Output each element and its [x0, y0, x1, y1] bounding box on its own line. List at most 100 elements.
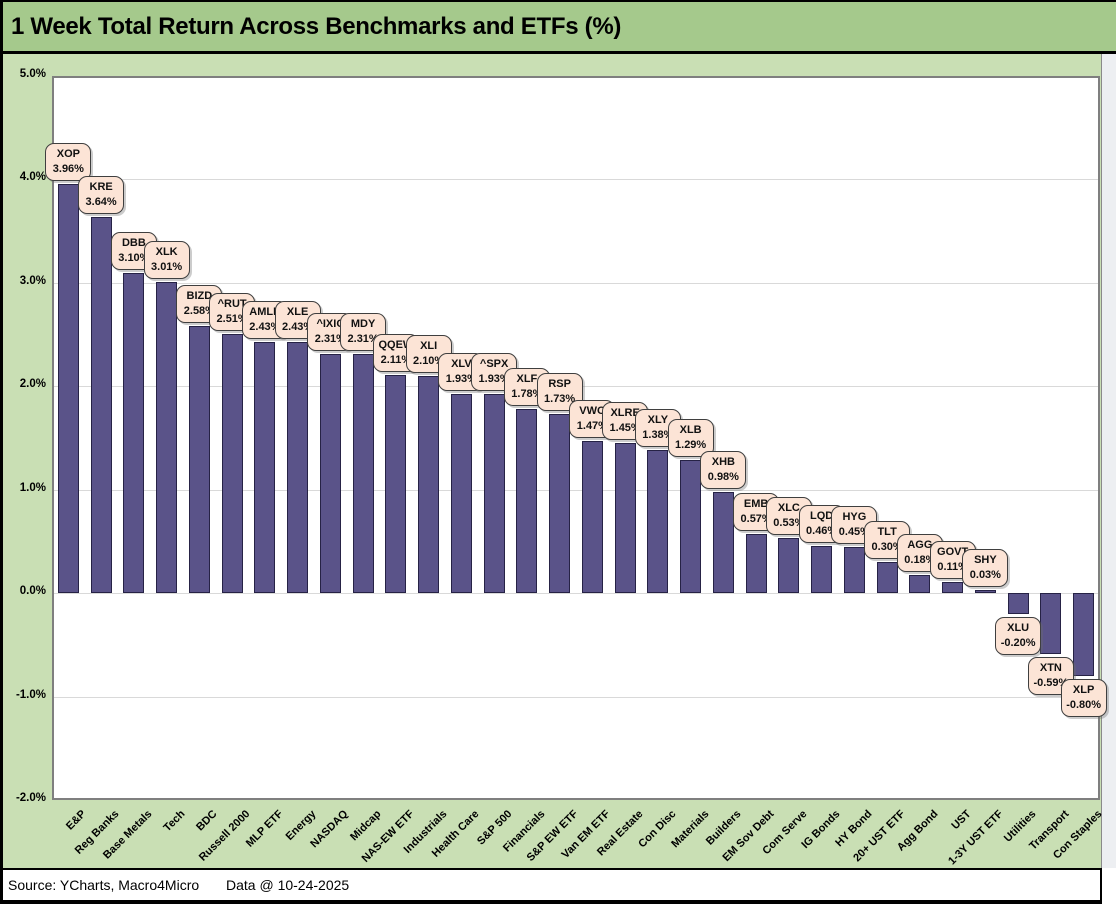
- return-value-text: 0.30%: [871, 541, 903, 554]
- data-label-DBB: DBB 3.10%: [110, 231, 157, 270]
- return-value-text: 1.38%: [642, 429, 674, 442]
- bar-BIZD: [188, 326, 210, 594]
- gridline-0: [54, 593, 1098, 595]
- source-text: Source: YCharts, Macro4Micro: [8, 877, 200, 893]
- data-label-XOP: XOP 3.96%: [45, 142, 92, 181]
- return-value-text: 3.64%: [85, 195, 117, 208]
- return-value-text: 0.03%: [969, 569, 1001, 582]
- data-label-KRE: KRE 3.64%: [78, 175, 125, 214]
- ticker-text: XLV: [451, 357, 472, 370]
- ticker-text: XLC: [777, 502, 800, 515]
- bar-HYG: [843, 546, 865, 594]
- return-value-text: 1.78%: [511, 388, 543, 401]
- bar-XTN: [1040, 593, 1062, 655]
- return-value-text: 1.93%: [445, 372, 477, 385]
- return-value-text: 0.45%: [838, 525, 870, 538]
- data-label-SHY: SHY 0.03%: [962, 549, 1009, 588]
- ticker-text: TLT: [877, 526, 897, 539]
- bar-XLE: [287, 341, 309, 594]
- sheet-margin-strip: [1102, 54, 1116, 868]
- return-value-text: 2.51%: [216, 312, 248, 325]
- bar-^IXIC: [319, 354, 341, 594]
- ticker-text: LQD: [810, 509, 834, 522]
- data-label-XLB: XLB 1.29%: [667, 418, 714, 457]
- ticker-text: XLK: [155, 245, 178, 258]
- return-value-text: 2.43%: [282, 320, 314, 333]
- bar-XLK: [156, 281, 178, 594]
- return-value-text: 0.53%: [773, 517, 805, 530]
- bar-XLU: [1007, 593, 1029, 614]
- data-label-MDY: MDY 2.31%: [340, 313, 387, 352]
- bar-TLT: [876, 562, 898, 594]
- bar-AGG: [909, 574, 931, 594]
- y-axis-label: 4.0%: [19, 171, 46, 184]
- return-value-text: -0.80%: [1066, 698, 1102, 711]
- chart-title-bar: 1 Week Total Return Across Benchmarks an…: [0, 0, 1116, 54]
- bar-DBB: [123, 272, 145, 594]
- ticker-text: XLE: [286, 305, 309, 318]
- return-value-text: 2.31%: [314, 333, 346, 346]
- bar-XLV: [450, 393, 472, 594]
- ticker-text: XOP: [56, 147, 80, 160]
- return-value-text: 0.18%: [904, 553, 936, 566]
- bar-AMLP: [254, 341, 276, 594]
- ticker-text: XLP: [1072, 683, 1095, 696]
- data-label-XLP: XLP -0.80%: [1060, 678, 1107, 717]
- ticker-text: HYG: [842, 510, 867, 523]
- ticker-text: XLU: [1007, 621, 1030, 634]
- source-footer: Source: YCharts, Macro4Micro Data @ 10-2…: [0, 868, 1102, 904]
- ticker-text: XLI: [420, 339, 438, 352]
- bar-VWO: [581, 441, 603, 594]
- y-axis-label: 5.0%: [19, 68, 46, 80]
- ticker-text: XTN: [1039, 662, 1062, 675]
- bar-EMB: [745, 534, 767, 594]
- bar-XLY: [647, 450, 669, 594]
- return-value-text: 1.73%: [544, 393, 576, 406]
- ticker-text: VWO: [579, 405, 606, 418]
- ticker-text: ^RUT: [217, 297, 247, 310]
- return-value-text: 3.10%: [118, 251, 150, 264]
- ticker-text: XLB: [679, 423, 702, 436]
- data-date-text: Data @ 10-24-2025: [226, 877, 350, 893]
- bar-QQEW: [385, 374, 407, 594]
- data-label-XLK: XLK 3.01%: [143, 240, 190, 279]
- bar-XLB: [680, 459, 702, 594]
- ticker-text: MDY: [350, 318, 376, 331]
- bar-SHY: [974, 590, 996, 594]
- ticker-text: XLY: [647, 414, 669, 427]
- bar-XOP: [57, 183, 79, 594]
- bar-GOVT: [942, 581, 964, 594]
- return-value-text: -0.20%: [1000, 636, 1036, 649]
- return-value-text: 1.29%: [675, 438, 707, 451]
- ticker-text: XHB: [711, 455, 735, 468]
- gridline--1: [54, 696, 1098, 698]
- gridline-1: [54, 489, 1098, 491]
- bar-XLF: [516, 409, 538, 594]
- ticker-text: BIZD: [186, 290, 213, 303]
- y-axis-label: 1.0%: [19, 481, 46, 494]
- data-label-XHB: XHB 0.98%: [700, 450, 747, 489]
- ticker-text: KRE: [89, 180, 113, 193]
- bar-^RUT: [221, 333, 243, 594]
- bar-LQD: [811, 545, 833, 594]
- return-value-text: 2.31%: [347, 333, 379, 346]
- ticker-text: EMB: [743, 498, 769, 511]
- bar-XLP: [1073, 593, 1095, 676]
- return-value-text: 1.47%: [576, 420, 608, 433]
- y-axis-label: 3.0%: [19, 274, 46, 287]
- return-value-text: 2.43%: [249, 320, 281, 333]
- ticker-text: ^IXIC: [316, 318, 345, 331]
- y-axis-label: -1.0%: [15, 688, 46, 701]
- return-value-text: 0.57%: [740, 513, 772, 526]
- return-value-text: -0.59%: [1033, 677, 1069, 690]
- return-value-text: 3.01%: [151, 260, 183, 273]
- ticker-text: SHY: [974, 554, 997, 567]
- ticker-text: AGG: [907, 538, 933, 551]
- chart-title: 1 Week Total Return Across Benchmarks an…: [11, 12, 622, 40]
- return-value-text: 2.58%: [183, 305, 215, 318]
- ticker-text: AMLP: [249, 305, 281, 318]
- ticker-text: DBB: [121, 236, 146, 249]
- gridline-4: [54, 179, 1098, 181]
